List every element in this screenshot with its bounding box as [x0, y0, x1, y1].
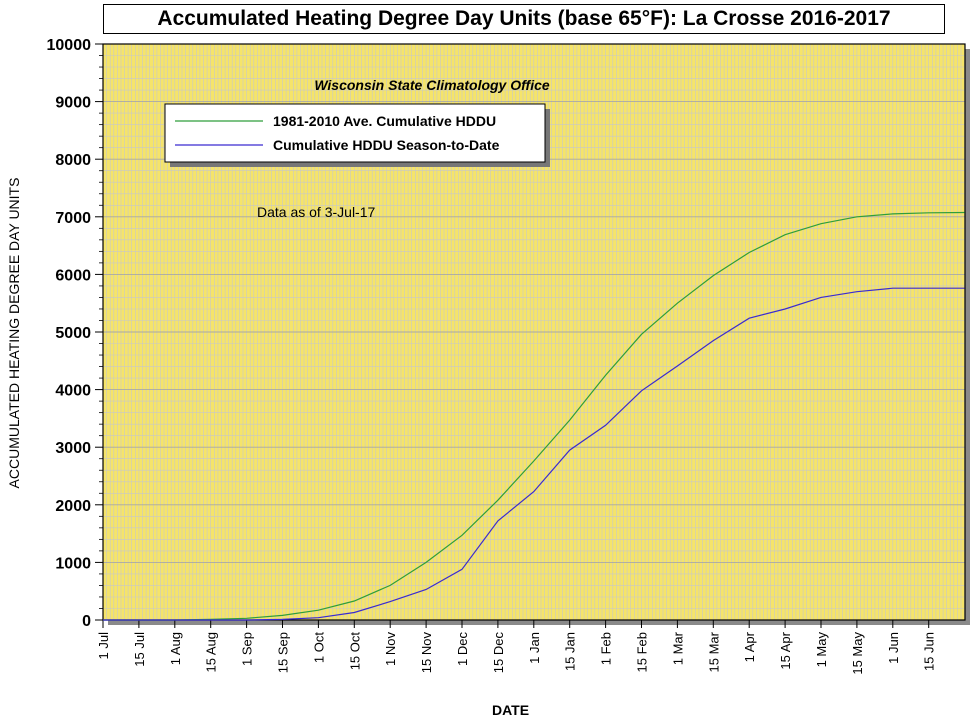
x-tick-label: 15 Oct — [347, 632, 362, 671]
x-tick-label: 15 Sep — [276, 632, 291, 673]
legend-label-season: Cumulative HDDU Season-to-Date — [273, 137, 500, 153]
x-tick-label: 1 Aug — [168, 632, 183, 665]
y-tick-label: 0 — [82, 613, 91, 630]
x-tick-label: 1 Jul — [96, 632, 111, 660]
x-tick-label: 1 Jun — [886, 632, 901, 664]
y-tick-label: 1000 — [55, 555, 91, 572]
y-tick-label: 3000 — [55, 440, 91, 457]
legend-box — [164, 103, 546, 163]
y-tick-label: 2000 — [55, 498, 91, 515]
y-tick-label: 9000 — [55, 95, 91, 112]
x-tick-label: 15 Mar — [706, 631, 721, 672]
x-tick-label: 15 Feb — [635, 632, 650, 672]
x-tick-label: 1 Nov — [383, 632, 398, 666]
legend: 1981-2010 Ave. Cumulative HDDU Cumulative… — [164, 103, 550, 167]
chart-subtitle: Wisconsin State Climatology Office — [314, 77, 550, 93]
series-line-average — [103, 211, 965, 621]
legend-label-average: 1981-2010 Ave. Cumulative HDDU — [273, 113, 496, 129]
y-tick-label: 7000 — [55, 210, 91, 227]
y-tick-label: 8000 — [55, 152, 91, 169]
x-tick-label: 1 Dec — [455, 632, 470, 666]
y-axis-label: ACCUMULATED HEATING DEGREE DAY UNITS — [6, 177, 22, 489]
series-line-season — [103, 287, 965, 621]
x-tick-label: 15 Dec — [491, 632, 506, 674]
x-axis-label: DATE — [492, 702, 530, 718]
x-tick-label: 15 Jul — [132, 632, 147, 667]
x-tick-label: 15 Jun — [922, 632, 937, 671]
x-tick-label: 15 Aug — [204, 632, 219, 673]
x-tick-label: 1 Apr — [742, 631, 757, 662]
x-tick-label: 1 Sep — [240, 632, 255, 666]
x-tick-label: 15 Jan — [563, 632, 578, 671]
y-tick-label: 5000 — [55, 325, 91, 342]
x-tick-label: 1 Feb — [599, 632, 614, 665]
x-tick-label: 15 Apr — [778, 631, 793, 669]
data-date-annotation: Data as of 3-Jul-17 — [257, 204, 375, 220]
x-tick-label: 15 Nov — [419, 632, 434, 674]
x-tick-label: 1 Jan — [527, 632, 542, 664]
chart-title: Accumulated Heating Degree Day Units (ba… — [103, 4, 945, 34]
x-tick-label: 1 Oct — [311, 632, 326, 663]
y-tick-label: 10000 — [47, 37, 92, 54]
x-tick-label: 15 May — [850, 632, 865, 675]
y-tick-label: 4000 — [55, 383, 91, 400]
x-tick-label: 1 May — [814, 632, 829, 668]
x-tick-label: 1 Mar — [670, 631, 685, 665]
y-tick-label: 6000 — [55, 267, 91, 284]
